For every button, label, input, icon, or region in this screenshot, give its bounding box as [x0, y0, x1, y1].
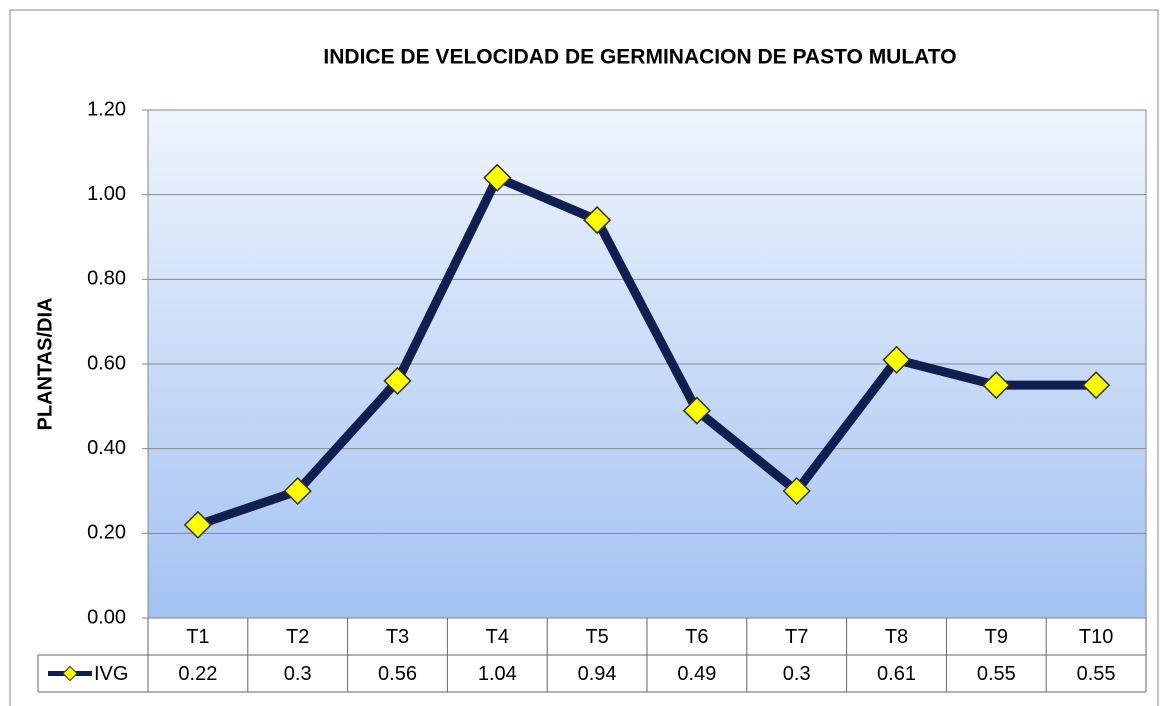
- y-tick-label: 0.20: [87, 522, 126, 544]
- table-value: 0.55: [977, 663, 1016, 685]
- y-tick-label: 0.80: [87, 268, 126, 290]
- x-tick-label: T10: [1079, 626, 1113, 648]
- x-tick-label: T1: [186, 626, 209, 648]
- table-value: 0.49: [677, 663, 716, 685]
- x-tick-label: T9: [985, 626, 1008, 648]
- x-tick-label: T6: [685, 626, 708, 648]
- y-tick-label: 1.20: [87, 98, 126, 120]
- y-axis-label: PLANTAS/DIA: [34, 298, 56, 431]
- x-tick-label: T5: [585, 626, 608, 648]
- marker: [982, 371, 1011, 400]
- x-tick-label: T8: [885, 626, 908, 648]
- chart-title: INDICE DE VELOCIDAD DE GERMINACION DE PA…: [323, 46, 956, 69]
- table-value: 0.3: [783, 663, 811, 685]
- line: [196, 173, 1097, 530]
- marker: [383, 366, 412, 395]
- marker: [682, 396, 711, 425]
- table-value: 0.94: [578, 663, 617, 685]
- table-value: 0.61: [877, 663, 916, 685]
- marker: [483, 163, 512, 192]
- x-tick-label: T2: [286, 626, 309, 648]
- table-value: 0.56: [378, 663, 417, 685]
- legend-marker: [62, 665, 78, 682]
- marker: [183, 510, 212, 539]
- table-value: 1.04: [478, 663, 517, 685]
- y-tick-label: 1.00: [87, 183, 126, 205]
- chart-border: [9, 9, 1159, 706]
- marker: [882, 345, 911, 374]
- table-value: 0.55: [1077, 663, 1116, 685]
- marker: [283, 476, 312, 506]
- marker: [1082, 371, 1111, 400]
- table-value: 0.22: [178, 663, 217, 685]
- table-value: 0.3: [284, 663, 312, 685]
- y-tick-label: 0.40: [87, 437, 126, 459]
- y-tick-label: 0.60: [87, 352, 126, 374]
- x-tick-label: T4: [486, 626, 509, 648]
- legend-label: IVG: [94, 663, 128, 685]
- x-tick-label: T7: [785, 626, 808, 648]
- x-tick-label: T3: [386, 626, 409, 648]
- y-tick-label: 0.00: [87, 606, 126, 628]
- marker: [782, 476, 811, 506]
- marker: [583, 206, 612, 235]
